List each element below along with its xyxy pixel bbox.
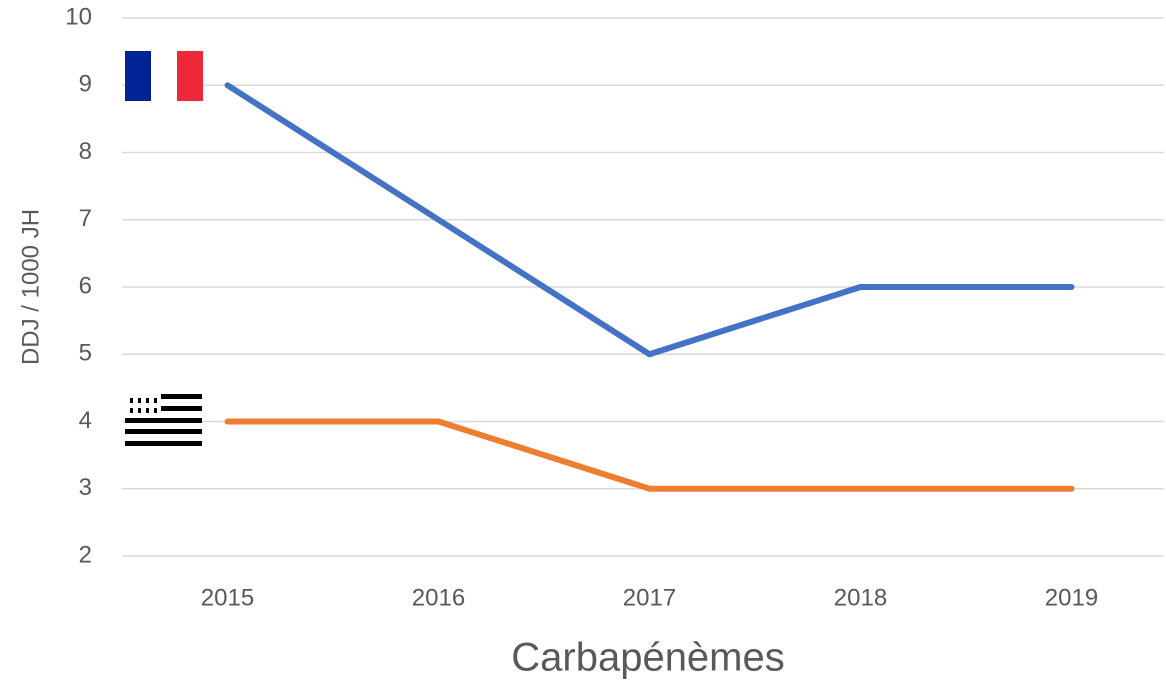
data-line <box>224 82 1075 358</box>
y-tick-label: 3 <box>79 474 92 501</box>
y-tick-label: 5 <box>79 340 92 367</box>
x-tick-label: 2018 <box>834 584 887 611</box>
x-axis-label: Carbapénèmes <box>511 636 785 680</box>
x-tick-label: 2017 <box>623 584 676 611</box>
y-tick-label: 2 <box>79 541 92 568</box>
plot <box>122 17 1164 557</box>
x-tick-label: 2015 <box>201 584 254 611</box>
y-tick-label: 6 <box>79 272 92 299</box>
data-line <box>224 418 1075 492</box>
y-tick-label: 8 <box>79 138 92 165</box>
y-tick-label: 10 <box>65 3 92 30</box>
x-tick-label: 2019 <box>1045 584 1098 611</box>
flag-france <box>125 51 203 101</box>
y-tick-label: 9 <box>79 71 92 98</box>
flag-brittany <box>125 394 202 446</box>
y-axis-label: DDJ / 1000 JH <box>17 209 44 365</box>
y-tick-label: 7 <box>79 205 92 232</box>
y-tick-label: 4 <box>79 407 92 434</box>
x-tick-label: 2016 <box>412 584 465 611</box>
